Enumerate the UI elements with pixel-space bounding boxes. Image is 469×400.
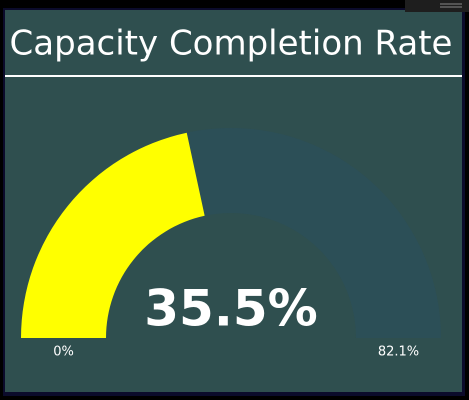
corner-tab bbox=[405, 0, 469, 12]
gauge-value bbox=[21, 132, 205, 338]
tick-label: 82.1% bbox=[378, 345, 419, 360]
tick-label: 0% bbox=[53, 345, 74, 360]
value-label: 35.5% bbox=[144, 280, 317, 338]
chart-title: Capacity Completion Rate bbox=[10, 24, 453, 64]
